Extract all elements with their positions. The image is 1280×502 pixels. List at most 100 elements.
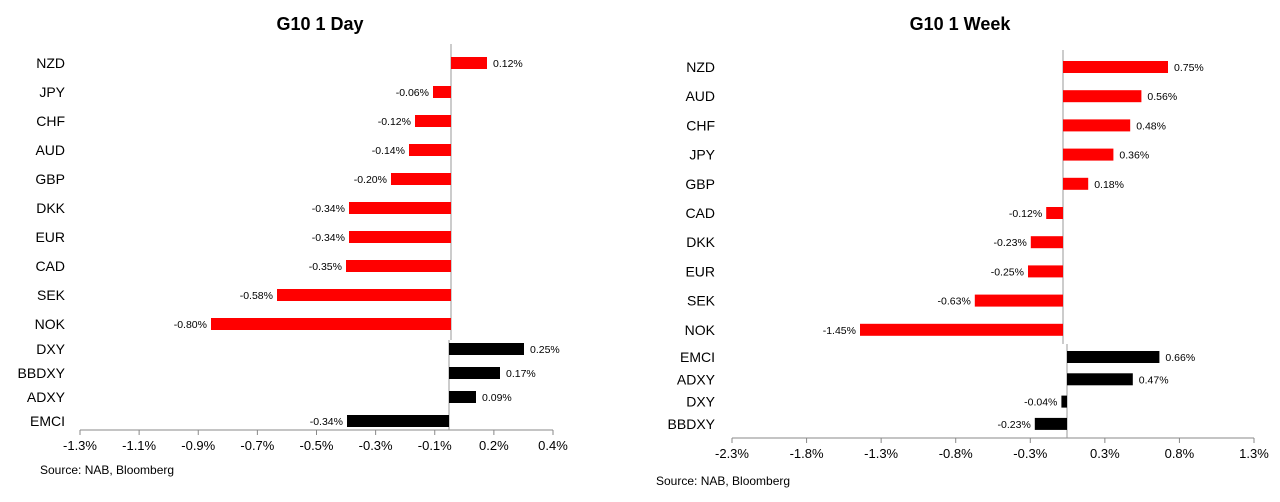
category-label: NZD: [36, 55, 65, 71]
bar-bbdxy: [1034, 417, 1067, 430]
category-label: AUD: [35, 142, 65, 158]
category-label: GBP: [35, 171, 65, 187]
category-label: CAD: [35, 258, 65, 274]
bar-dxy: [1061, 395, 1067, 408]
category-label: NOK: [35, 316, 66, 332]
category-label: EMCI: [30, 413, 65, 429]
x-tick-label: -1.1%: [122, 438, 156, 453]
x-tick-label: 0.3%: [1090, 446, 1120, 461]
bar-jpy: [1063, 148, 1114, 161]
data-label: -0.34%: [312, 203, 345, 215]
data-label: -0.23%: [994, 237, 1027, 249]
bar-aud: [409, 144, 451, 156]
data-label: -0.58%: [240, 290, 273, 302]
category-label: DXY: [686, 394, 715, 410]
category-label: EMCI: [680, 349, 715, 365]
category-label: CHF: [36, 113, 65, 129]
category-label: JPY: [39, 84, 65, 100]
data-label: -0.06%: [396, 87, 429, 99]
data-label: 0.18%: [1094, 179, 1124, 191]
category-label: EUR: [35, 229, 65, 245]
bar-nzd: [451, 57, 487, 69]
x-tick-label: -0.9%: [181, 438, 215, 453]
bar-cad: [346, 260, 451, 272]
bar-gbp: [1063, 177, 1089, 190]
data-label: -0.34%: [310, 416, 343, 428]
data-label: -0.04%: [1024, 397, 1057, 409]
x-tick-label: -0.8%: [939, 446, 973, 461]
data-label: 0.36%: [1119, 150, 1149, 162]
bar-emci: [347, 415, 449, 427]
bar-chf: [415, 115, 451, 127]
bar-chart-svg: -2.3% -1.8% -1.3% -0.8% -0.3% 0.3% 0.8% 1.3% NZD…: [668, 50, 1269, 461]
x-tick-label: -0.5%: [300, 438, 334, 453]
bar-aud: [1063, 90, 1142, 103]
chart-title: G10 1 Week: [909, 14, 1011, 34]
category-label: ADXY: [27, 389, 66, 405]
data-label: -0.23%: [998, 419, 1031, 431]
category-label: DXY: [36, 341, 65, 357]
data-label: -0.14%: [372, 145, 405, 157]
data-label: 0.66%: [1165, 352, 1195, 364]
x-tick-label: -2.3%: [715, 446, 749, 461]
x-tick-label: -1.3%: [63, 438, 97, 453]
chart-g10-1-week: G10 1 Week -2.3% -1.8% -1.3% -0.8% -0.3% 0.3%…: [640, 0, 1280, 502]
category-label: EUR: [685, 263, 715, 279]
bar-adxy: [1067, 373, 1133, 386]
chart-title: G10 1 Day: [276, 14, 364, 34]
category-label: GBP: [685, 176, 715, 192]
x-tick-label: 0.2%: [479, 438, 509, 453]
data-label: 0.56%: [1147, 91, 1177, 103]
category-label: BBDXY: [668, 416, 716, 432]
bar-nok: [860, 323, 1063, 336]
data-label: -0.25%: [991, 266, 1024, 278]
bar-nzd: [1063, 61, 1168, 73]
data-label: -1.45%: [823, 325, 856, 337]
x-tick-label: 0.4%: [538, 438, 568, 453]
category-label: SEK: [687, 293, 716, 309]
data-label: 0.47%: [1139, 374, 1169, 386]
x-tick-label: -1.3%: [864, 446, 898, 461]
data-label: 0.75%: [1174, 62, 1204, 74]
category-label: SEK: [37, 287, 66, 303]
bar-sek: [277, 289, 451, 301]
bar-eur: [349, 231, 451, 243]
data-label: 0.09%: [482, 392, 512, 404]
source-note: Source: NAB, Bloomberg: [40, 463, 175, 477]
data-label: 0.12%: [493, 58, 523, 70]
data-label: 0.48%: [1136, 120, 1166, 132]
bar-nok: [211, 318, 451, 330]
data-label: 0.17%: [506, 368, 536, 380]
category-label: CAD: [685, 205, 715, 221]
x-tick-label: -0.3%: [1013, 446, 1047, 461]
data-label: -0.80%: [174, 319, 207, 331]
x-tick-label: -0.3%: [359, 438, 393, 453]
category-label: NOK: [685, 322, 716, 338]
bar-dkk: [1030, 236, 1063, 249]
category-label: DKK: [686, 234, 715, 250]
bar-chf: [1063, 119, 1131, 132]
bar-bbdxy: [449, 367, 500, 379]
data-label: -0.12%: [378, 116, 411, 128]
category-label: AUD: [685, 88, 715, 104]
x-tick-label: 0.8%: [1165, 446, 1195, 461]
bar-eur: [1028, 265, 1063, 278]
data-label: -0.35%: [309, 261, 342, 273]
data-label: -0.12%: [1009, 208, 1042, 220]
data-label: -0.20%: [354, 174, 387, 186]
data-label: -0.34%: [312, 232, 345, 244]
x-tick-label: -0.1%: [418, 438, 452, 453]
bar-cad: [1046, 207, 1063, 219]
x-tick-label: -0.7%: [240, 438, 274, 453]
bar-dxy: [449, 343, 524, 355]
category-label: NZD: [686, 59, 715, 75]
category-label: JPY: [689, 147, 715, 163]
x-tick-label: 1.3%: [1239, 446, 1269, 461]
data-label: -0.63%: [938, 296, 971, 308]
bar-jpy: [433, 86, 451, 98]
data-label: 0.25%: [530, 344, 560, 356]
bar-emci: [1067, 351, 1160, 363]
bar-sek: [974, 294, 1063, 307]
category-label: ADXY: [677, 371, 716, 387]
bar-adxy: [449, 391, 476, 403]
